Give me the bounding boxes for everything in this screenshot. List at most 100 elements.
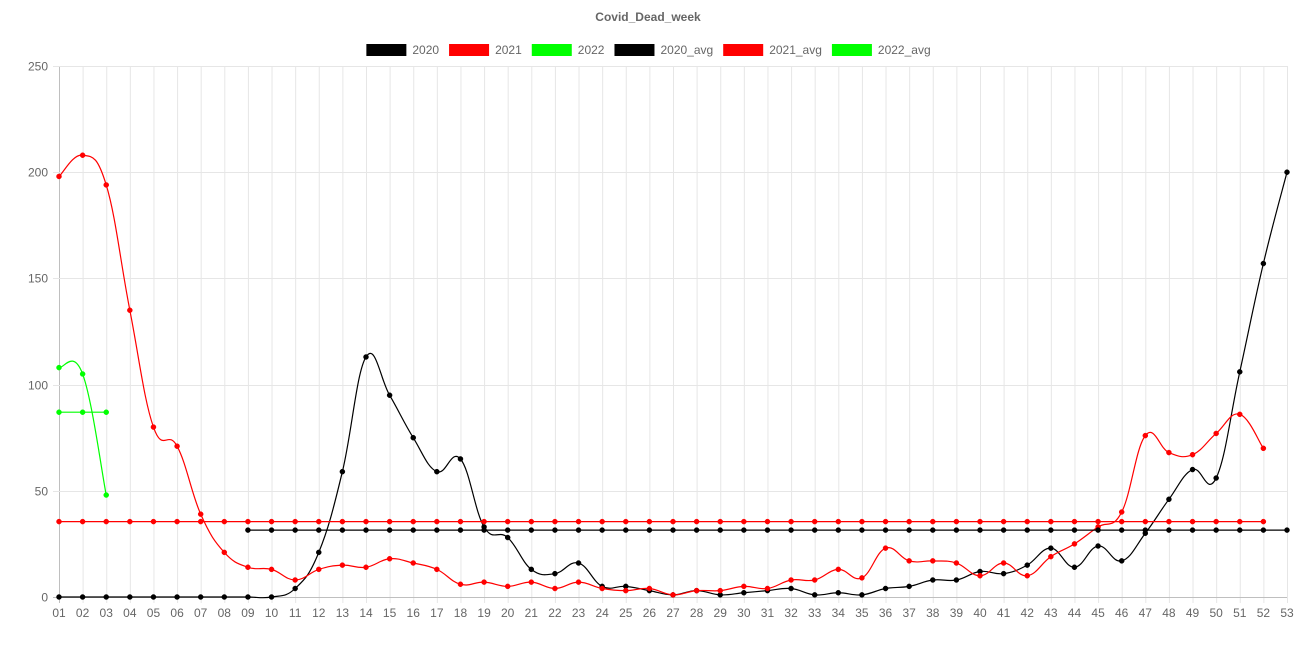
data-point	[1213, 518, 1219, 525]
data-point	[882, 585, 889, 592]
data-point	[268, 566, 275, 573]
data-point	[481, 579, 487, 585]
legend-label: 2021_avg	[769, 43, 822, 57]
data-point	[552, 518, 558, 525]
x-tick-label: 38	[926, 606, 940, 620]
data-point	[788, 577, 794, 583]
x-tick-label: 14	[359, 606, 373, 620]
data-point	[316, 549, 322, 556]
y-tick-label: 150	[28, 272, 48, 286]
data-point	[1095, 527, 1101, 533]
x-tick-label: 41	[997, 606, 1011, 620]
x-tick-label: 37	[902, 606, 916, 620]
x-tick-label: 43	[1044, 606, 1058, 620]
data-point	[174, 518, 180, 525]
x-tick-label: 30	[737, 606, 751, 620]
data-point	[575, 579, 582, 585]
data-point	[670, 592, 676, 598]
data-point	[599, 585, 605, 592]
data-point	[1189, 527, 1196, 533]
y-tick-label: 250	[28, 60, 48, 74]
legend-label: 2022	[578, 43, 605, 57]
data-point	[1237, 411, 1243, 418]
data-point	[127, 594, 133, 600]
data-point	[150, 594, 157, 600]
data-point	[434, 468, 440, 475]
x-tick-label: 49	[1186, 606, 1200, 620]
data-point	[1189, 518, 1196, 525]
data-point	[1237, 369, 1243, 375]
x-tick-label: 25	[619, 606, 633, 620]
data-point	[835, 590, 842, 596]
data-point	[1095, 543, 1101, 549]
data-point	[1118, 527, 1125, 533]
data-point	[623, 518, 629, 525]
x-tick-label: 35	[855, 606, 869, 620]
data-point	[859, 592, 865, 598]
data-point	[930, 518, 936, 525]
data-point	[552, 527, 558, 533]
x-tick-label: 01	[52, 606, 66, 620]
data-point	[504, 534, 511, 541]
legend-swatch	[723, 44, 764, 56]
data-point	[434, 527, 440, 533]
x-tick-label: 16	[407, 606, 421, 620]
data-point	[882, 545, 889, 551]
data-point	[859, 527, 865, 533]
x-tick-label: 26	[643, 606, 657, 620]
chart-title: Covid_Dead_week	[595, 10, 701, 24]
x-tick-label: 18	[454, 606, 468, 620]
data-point	[386, 392, 393, 398]
data-point	[1237, 518, 1243, 525]
data-point	[221, 518, 228, 525]
data-point	[1024, 518, 1030, 525]
y-tick-label: 0	[41, 591, 48, 605]
x-tick-label: 10	[265, 606, 279, 620]
x-tick-label: 51	[1233, 606, 1247, 620]
data-point	[410, 434, 416, 441]
data-point	[268, 527, 275, 533]
data-point	[835, 518, 842, 525]
data-point	[1118, 558, 1125, 564]
data-point	[316, 518, 322, 525]
data-point	[1048, 527, 1054, 533]
data-point	[363, 518, 369, 525]
data-point	[1000, 527, 1007, 533]
data-point	[1166, 518, 1172, 525]
data-point	[811, 577, 818, 583]
x-tick-label: 34	[832, 606, 846, 620]
data-point	[953, 518, 960, 525]
data-point	[646, 518, 653, 525]
legend-swatch	[531, 44, 572, 56]
data-point	[953, 560, 960, 566]
data-point	[811, 518, 818, 525]
data-point	[977, 518, 983, 525]
data-point	[528, 527, 535, 533]
series-layer	[56, 152, 1290, 600]
x-tick-label: 40	[973, 606, 987, 620]
data-point	[1024, 573, 1030, 579]
data-point	[1118, 518, 1125, 525]
data-point	[103, 409, 109, 415]
data-point	[1189, 466, 1196, 473]
series-2021	[56, 152, 1267, 598]
data-point	[1071, 527, 1078, 533]
x-tick-label: 31	[761, 606, 775, 620]
data-point	[528, 518, 535, 525]
data-point	[1071, 518, 1078, 525]
data-point	[859, 518, 865, 525]
data-point	[1048, 545, 1054, 551]
x-tick-label: 47	[1139, 606, 1153, 620]
data-point	[410, 560, 416, 566]
legend-item-2021-avg: 2021_avg	[723, 43, 822, 57]
data-point	[481, 527, 487, 533]
data-point	[1260, 260, 1267, 267]
data-point	[1260, 527, 1267, 533]
data-point	[457, 456, 464, 462]
data-point	[575, 518, 582, 525]
data-point	[811, 527, 818, 533]
data-point	[245, 594, 251, 600]
data-point	[1284, 527, 1290, 533]
data-point	[292, 585, 298, 592]
data-point	[386, 518, 393, 525]
